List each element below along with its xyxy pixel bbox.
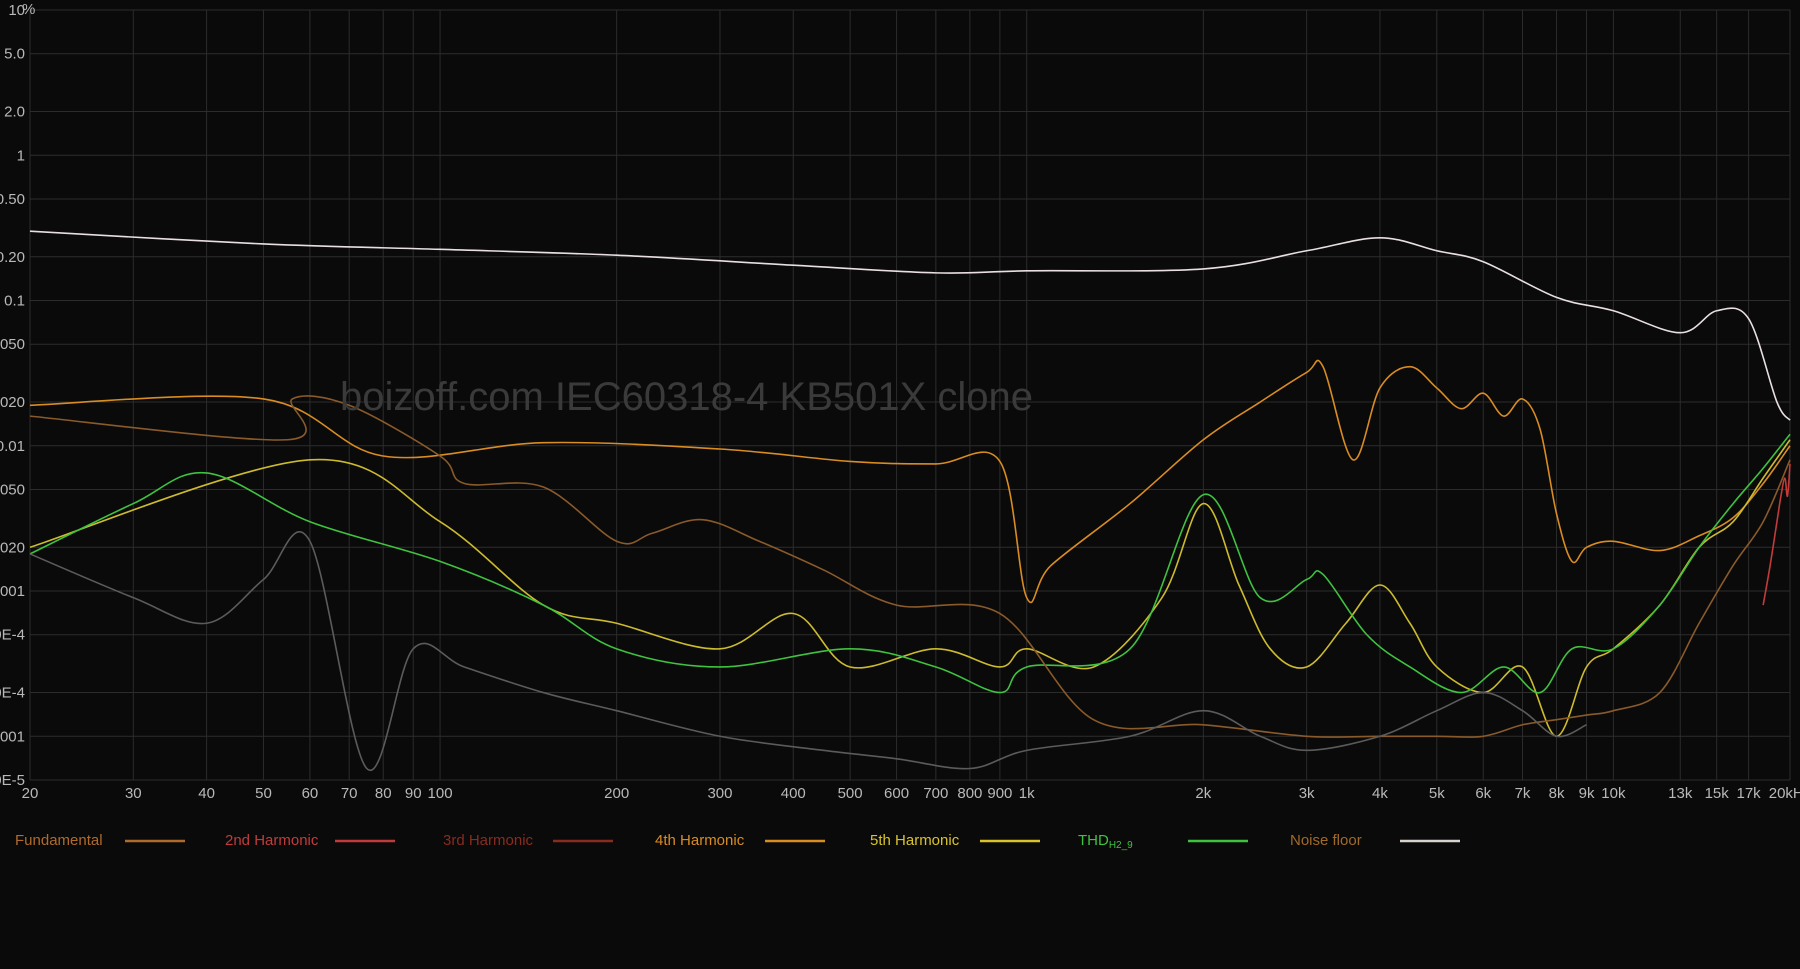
x-axis-tick-29: 17k [1736,785,1761,802]
x-axis-tick-22: 6k [1475,785,1491,802]
y-axis-tick-14: 2.0E-4 [0,685,25,702]
x-axis-tick-19: 3k [1299,785,1315,802]
x-axis-tick-1: 30 [125,785,142,802]
x-axis-tick-26: 10k [1601,785,1626,802]
x-axis-tick-14: 700 [923,785,948,802]
x-axis-tick-16: 900 [987,785,1012,802]
x-axis-tick-24: 8k [1549,785,1565,802]
legend-label-text: 2nd Harmonic [225,832,319,849]
y-axis-unit-label: % [22,1,35,18]
y-axis-tick-13: 5.0E-4 [0,627,25,644]
y-axis-tick-9: 0.01 [0,438,25,455]
chart-container: 105.02.010.500.200.10.0500.0200.010.0050… [0,0,1800,969]
x-axis-tick-9: 200 [604,785,629,802]
y-axis-tick-3: 1 [17,147,25,164]
x-axis-tick-20: 4k [1372,785,1388,802]
legend-label-text: 5th Harmonic [870,832,960,849]
x-axis-tick-25: 9k [1579,785,1595,802]
x-axis-tick-11: 400 [781,785,806,802]
y-axis-tick-6: 0.1 [4,293,25,310]
x-axis-tick-4: 60 [302,785,319,802]
x-axis-tick-13: 600 [884,785,909,802]
x-axis-tick-28: 15k [1705,785,1730,802]
y-axis-tick-1: 5.0 [4,46,25,63]
x-axis-tick-21: 5k [1429,785,1445,802]
legend-label-text: Noise floor [1290,832,1362,849]
chart-background [0,0,1800,969]
x-axis-tick-18: 2k [1195,785,1211,802]
x-axis-tick-27: 13k [1668,785,1693,802]
y-axis-tick-4: 0.50 [0,191,25,208]
x-axis-tick-3: 50 [255,785,272,802]
x-axis-tick-0: 20 [22,785,39,802]
x-axis-tick-30: 20kHz [1769,785,1800,802]
y-axis-tick-5: 0.20 [0,249,25,266]
rta-chart-svg: 105.02.010.500.200.10.0500.0200.010.0050… [0,0,1800,969]
x-axis-tick-12: 500 [838,785,863,802]
y-axis-tick-2: 2.0 [4,104,25,121]
x-axis-tick-8: 100 [428,785,453,802]
x-axis-tick-17: 1k [1019,785,1035,802]
x-axis-tick-7: 90 [405,785,422,802]
watermark-text: boizoff.com IEC60318-4 KB501X clone [340,375,1033,419]
x-axis-tick-5: 70 [341,785,358,802]
y-axis-tick-12: 0.001 [0,583,25,600]
x-axis-tick-15: 800 [957,785,982,802]
legend-label-text: Fundamental [15,832,103,849]
x-axis-tick-2: 40 [198,785,215,802]
legend-label-text: 4th Harmonic [655,832,745,849]
y-axis-tick-7: 0.050 [0,336,25,353]
y-axis-tick-8: 0.020 [0,394,25,411]
x-axis-tick-10: 300 [707,785,732,802]
x-axis-tick-23: 7k [1515,785,1531,802]
x-axis-tick-6: 80 [375,785,392,802]
legend-label-text: 3rd Harmonic [443,832,534,849]
